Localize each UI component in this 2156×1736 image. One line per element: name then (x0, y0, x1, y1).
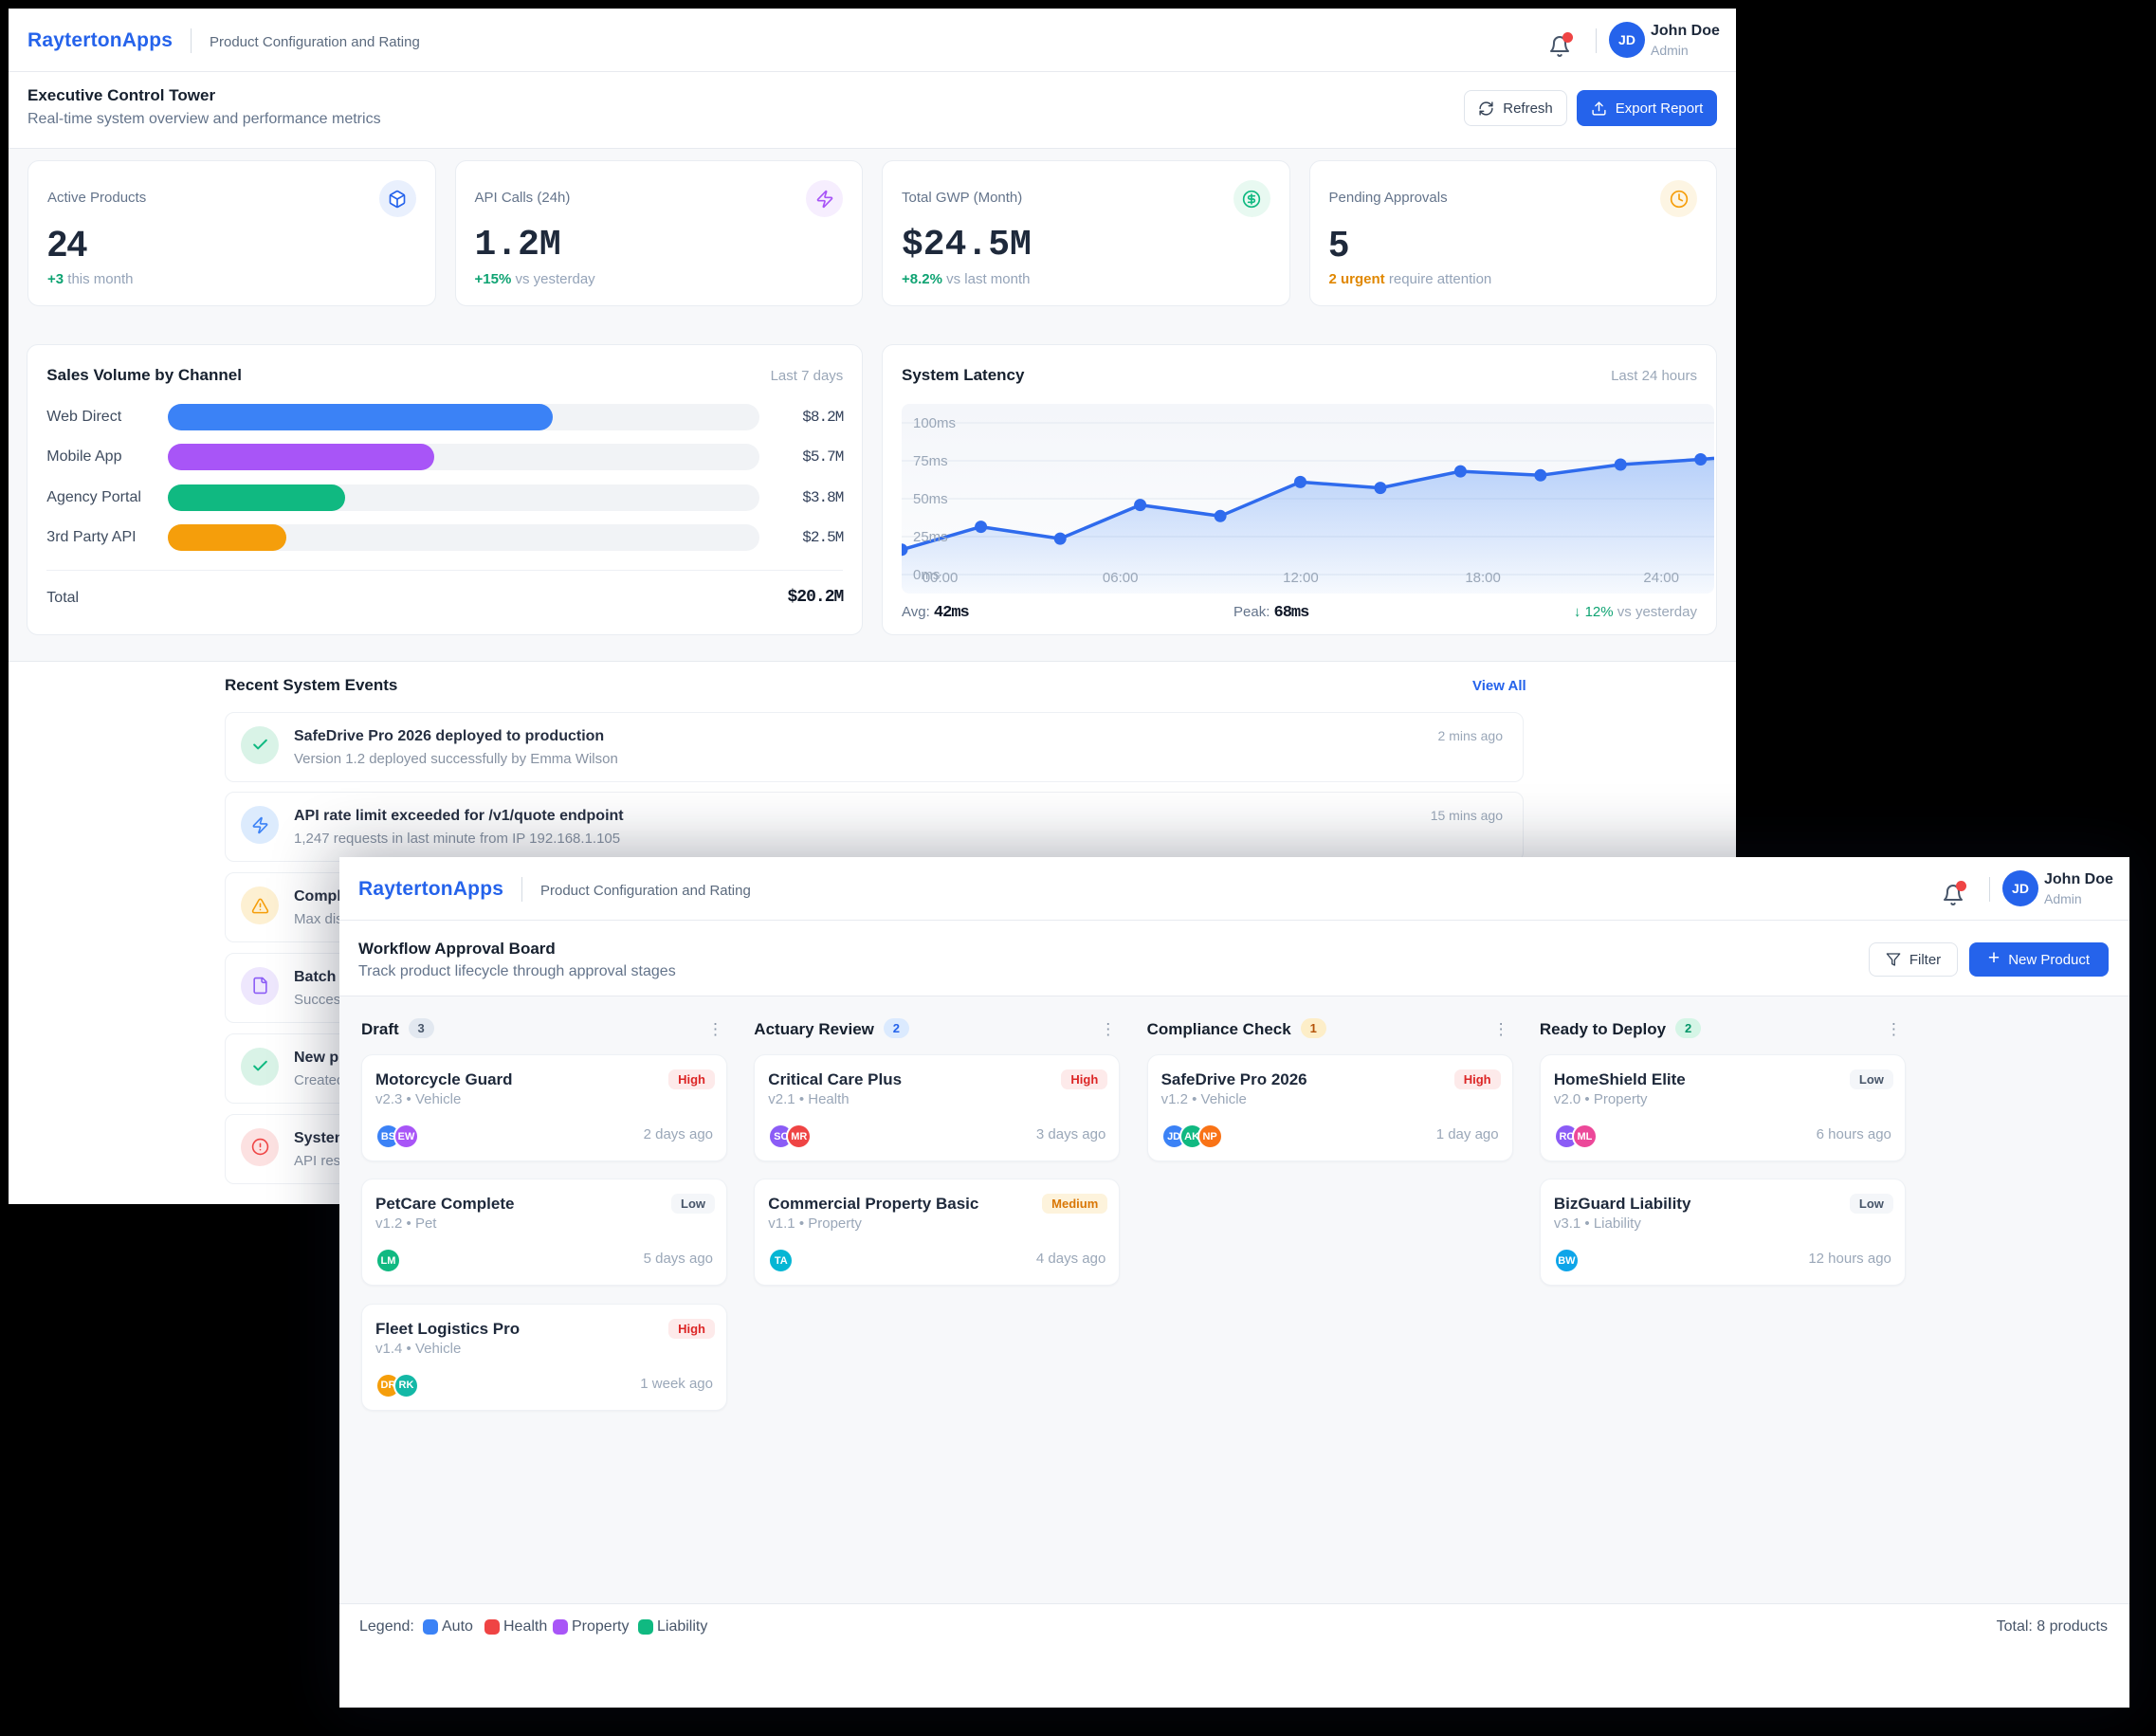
svg-text:100ms: 100ms (913, 415, 956, 431)
svg-text:0ms: 0ms (913, 567, 940, 583)
svg-text:12:00: 12:00 (1283, 570, 1319, 586)
svg-text:50ms: 50ms (913, 491, 948, 507)
svg-text:24:00: 24:00 (1643, 570, 1679, 586)
svg-text:18:00: 18:00 (1465, 570, 1501, 586)
svg-text:75ms: 75ms (913, 453, 948, 469)
svg-text:06:00: 06:00 (1103, 570, 1139, 586)
svg-text:00:00: 00:00 (923, 570, 959, 586)
svg-text:25ms: 25ms (913, 529, 948, 545)
